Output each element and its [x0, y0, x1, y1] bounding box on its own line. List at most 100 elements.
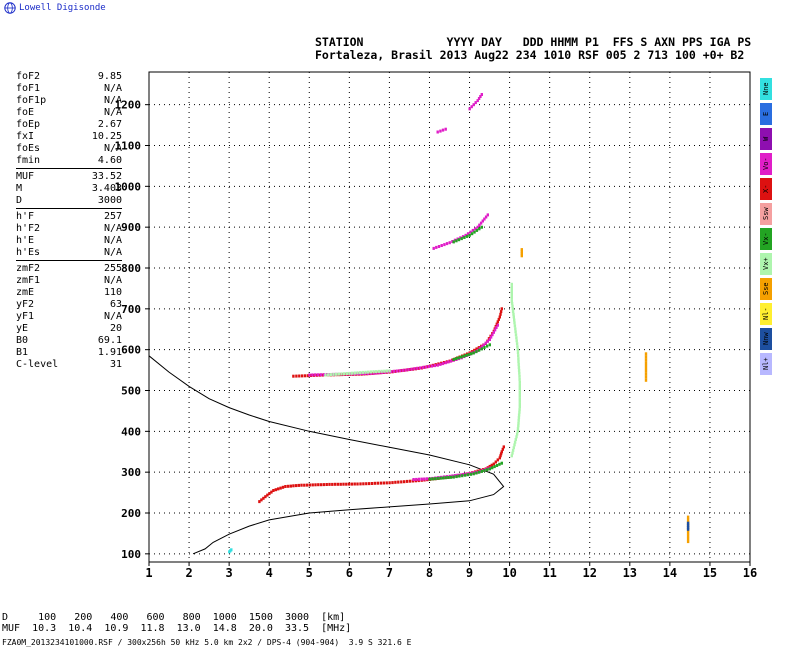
echo-point — [309, 374, 313, 377]
station-header: STATION YYYY DAY DDD HHMM P1 FFS S AXN P… — [315, 36, 751, 62]
echo-point — [453, 474, 457, 478]
echo-point — [395, 369, 399, 373]
echo-point — [394, 480, 397, 484]
echo-point — [462, 354, 465, 358]
echo-point — [303, 483, 306, 487]
x-tick-label: 3 — [226, 566, 233, 580]
echo-point — [266, 493, 269, 497]
param-value: N/A — [103, 107, 122, 118]
echo-point — [644, 378, 648, 382]
param-row: yF2 63 — [16, 299, 122, 311]
echo-point — [439, 476, 442, 480]
echo-point — [405, 479, 409, 483]
echo-point — [498, 456, 501, 460]
echo-point — [407, 368, 410, 372]
y-tick-label: 800 — [121, 262, 141, 275]
echo-point — [457, 238, 461, 242]
echo-point — [496, 458, 499, 462]
echo-point — [478, 227, 481, 231]
echo-point — [478, 223, 481, 227]
echo-point — [441, 476, 445, 480]
echo-point — [517, 354, 520, 358]
echo-point — [459, 236, 462, 240]
echo-point — [359, 482, 362, 486]
echo-point — [317, 373, 320, 377]
header-values: Fortaleza, Brasil 2013 Aug22 234 1010 RS… — [315, 48, 745, 62]
echo-point — [644, 364, 648, 367]
param-row: foF1 N/A — [16, 83, 122, 95]
echo-point — [421, 365, 425, 369]
legend-item: W — [760, 128, 772, 150]
echo-point — [517, 424, 520, 428]
y-tick-label: 900 — [121, 221, 141, 234]
echo-point — [451, 358, 454, 362]
echo-point — [292, 374, 295, 378]
echo-point — [644, 367, 648, 370]
echo-point — [403, 480, 406, 484]
echo-point — [496, 323, 499, 327]
echo-point — [268, 492, 271, 496]
echo-point — [516, 429, 519, 433]
legend-item: Vo- — [760, 153, 772, 175]
echo-point — [485, 344, 489, 348]
echo-point — [476, 99, 479, 103]
param-value: N/A — [103, 247, 122, 258]
echo-point — [303, 374, 307, 378]
echo-point — [411, 367, 415, 371]
param-label: h'E — [16, 235, 35, 246]
echo-point — [514, 333, 518, 337]
echo-point — [433, 364, 436, 368]
param-value: 9.85 — [97, 71, 122, 82]
echo-point — [377, 369, 381, 373]
y-tick-label: 1100 — [115, 140, 142, 153]
echo-point — [499, 310, 503, 314]
echo-point — [475, 471, 478, 475]
param-row: h'Es N/A — [16, 247, 122, 259]
echo-point — [413, 367, 416, 371]
echo-point — [497, 317, 500, 321]
echo-point — [353, 482, 356, 486]
echo-point — [372, 370, 375, 374]
param-row: yE 20 — [16, 323, 122, 335]
echo-point — [512, 312, 515, 316]
x-tick-label: 4 — [266, 566, 273, 580]
echo-point — [452, 475, 455, 479]
param-label: zmF2 — [16, 263, 41, 274]
echo-point — [274, 488, 277, 492]
echo-point — [425, 477, 429, 481]
param-row: foEp 2.67 — [16, 119, 122, 131]
echo-point — [479, 221, 483, 225]
echo-point — [518, 380, 521, 384]
param-separator — [16, 260, 122, 261]
echo-point — [436, 476, 439, 480]
echo-point — [286, 484, 290, 488]
echo-point — [452, 358, 455, 361]
echo-point — [404, 368, 407, 372]
echo-point — [484, 215, 488, 219]
echo-point — [364, 370, 367, 374]
header-columns: STATION YYYY DAY DDD HHMM P1 FFS S AXN P… — [315, 35, 752, 49]
echo-point — [347, 482, 351, 486]
echo-point — [368, 482, 371, 486]
param-value: 3.403 — [91, 183, 122, 194]
echo-point — [472, 472, 475, 476]
distance-row: D 100 200 400 600 800 1000 1500 3000 [km… — [2, 612, 346, 623]
param-label: foE — [16, 107, 35, 118]
echo-point — [518, 391, 521, 395]
echo-point — [460, 355, 463, 359]
echo-point — [516, 351, 520, 355]
param-separator — [16, 168, 122, 169]
echo-point — [369, 370, 373, 374]
echo-point — [383, 369, 386, 373]
echo-point — [430, 364, 434, 368]
param-label: D — [16, 195, 23, 206]
param-value: 31 — [109, 359, 122, 370]
echo-point — [469, 472, 473, 476]
echo-point — [408, 479, 412, 483]
param-value: 2.67 — [97, 119, 122, 130]
param-label: C-level — [16, 359, 59, 370]
echo-point — [686, 523, 690, 527]
param-value: N/A — [103, 83, 122, 94]
param-label: fxI — [16, 131, 35, 142]
echo-point — [335, 372, 338, 376]
